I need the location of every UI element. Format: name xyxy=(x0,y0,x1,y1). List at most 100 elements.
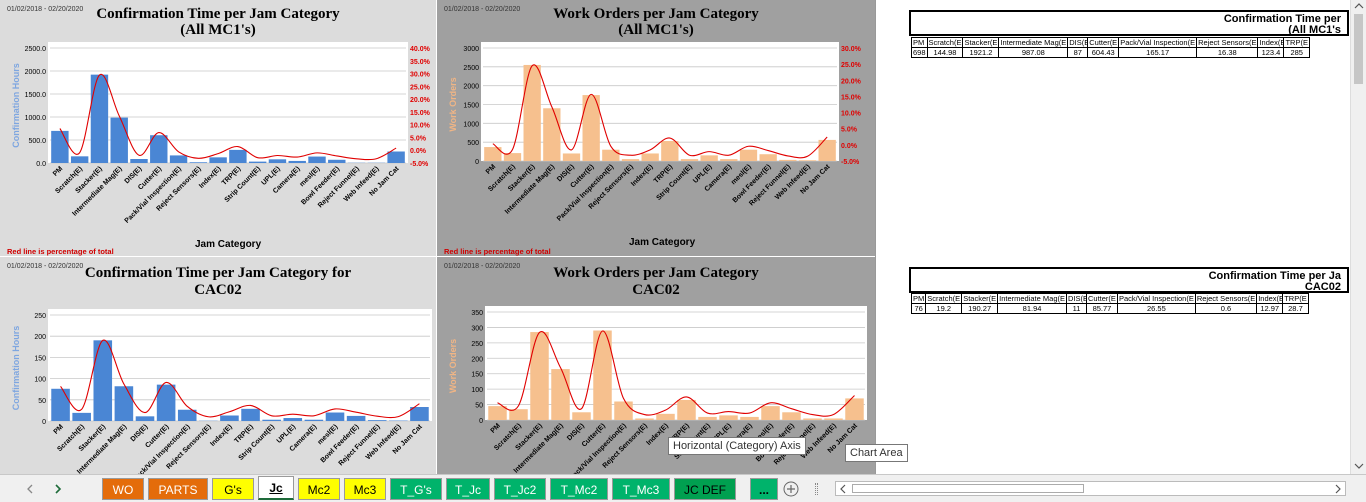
table-header-cell[interactable]: Stacker(E xyxy=(961,293,999,304)
table-cell[interactable]: 987.08 xyxy=(998,47,1069,58)
y-tick-label: 2500 xyxy=(463,65,479,72)
bar xyxy=(656,413,675,420)
bar xyxy=(720,159,738,161)
sheet-tab[interactable]: G's xyxy=(212,478,254,500)
more-tabs-button[interactable]: ... xyxy=(750,478,778,500)
x-tick-label: PM xyxy=(485,163,497,175)
sheet-tab[interactable]: JC DEF xyxy=(674,478,736,500)
x-axis-title: Jam Category xyxy=(195,239,262,250)
chart-panel-workorders-cac02[interactable]: 01/02/2018 - 02/20/2020 Work Orders per … xyxy=(437,257,875,474)
bar xyxy=(110,117,128,163)
x-tick-label: Index(E) xyxy=(198,165,222,189)
h-scroll-thumb[interactable] xyxy=(852,484,1084,493)
chart-title: Confirmation Time per Jam Category xyxy=(96,6,340,22)
table-cell[interactable]: 165.17 xyxy=(1118,47,1198,58)
date-range-label: 01/02/2018 - 02/20/2020 xyxy=(7,263,84,270)
table-cell[interactable]: 76 xyxy=(910,303,927,314)
bar xyxy=(410,407,429,421)
horizontal-scrollbar[interactable] xyxy=(835,481,1346,496)
table-header-cell[interactable]: Reject Sensors(E xyxy=(1196,37,1259,48)
scroll-tabs-left-icon[interactable] xyxy=(20,479,40,499)
table-header-cell[interactable]: Pack/Vial Inspection(E xyxy=(1118,37,1198,48)
table-header-cell[interactable]: Intermediate Mag(E xyxy=(998,37,1069,48)
sheet-tab[interactable]: T_Jc2 xyxy=(494,478,546,500)
x-tick-label: Web Infeed(E) xyxy=(343,165,381,203)
bar xyxy=(209,157,227,163)
sheet-tab[interactable]: PARTS xyxy=(148,478,208,500)
scroll-up-icon[interactable] xyxy=(1351,0,1366,12)
table-header-cell[interactable]: Index(E xyxy=(1256,293,1284,304)
table-cell[interactable]: 87 xyxy=(1067,47,1089,58)
table-header-cell[interactable]: TRP(E xyxy=(1282,293,1309,304)
table-header-cell[interactable]: PM xyxy=(910,293,927,304)
table-header-cell[interactable]: Cutter(E xyxy=(1086,293,1118,304)
bar xyxy=(130,158,148,163)
table-cell[interactable]: 285 xyxy=(1283,47,1310,58)
bar-line-chart[interactable]: 0 500 1000 1500 2000 2500 3000 -5.0% 0.0% 5.0% 10.… xyxy=(437,0,875,257)
table-header-cell[interactable]: DIS(E xyxy=(1067,37,1089,48)
scroll-thumb[interactable] xyxy=(1354,14,1363,84)
chart-panel-workorders-all[interactable]: 01/02/2018 - 02/20/2020 Work Orders per … xyxy=(437,0,875,257)
table-cell[interactable]: 0.6 xyxy=(1194,303,1258,314)
table-cell[interactable]: 19.2 xyxy=(925,303,963,314)
table-cell[interactable]: 1921.2 xyxy=(962,47,1000,58)
table-header-cell[interactable]: Cutter(E xyxy=(1087,37,1120,48)
table-header-cell[interactable]: Pack/Vial Inspection(E xyxy=(1116,293,1196,304)
sheet-tab[interactable]: Mc3 xyxy=(344,478,386,500)
table-cell[interactable]: 11 xyxy=(1066,303,1087,314)
table-cell[interactable]: 12.97 xyxy=(1256,303,1284,314)
sheet-tab[interactable]: T_G's xyxy=(390,478,442,500)
table-header-cell[interactable]: Intermediate Mag(E xyxy=(997,293,1067,304)
bar xyxy=(614,401,633,420)
scroll-down-icon[interactable] xyxy=(1351,460,1366,472)
sheet-tab[interactable]: T_Jc xyxy=(446,478,490,500)
bar xyxy=(845,398,864,420)
table-cell[interactable]: 698 xyxy=(911,47,928,58)
table-cell[interactable]: 26.55 xyxy=(1116,303,1196,314)
add-sheet-icon[interactable] xyxy=(781,479,801,499)
bar xyxy=(677,399,696,420)
y2-tick-label: 25.0% xyxy=(410,84,431,91)
axis-tooltip: Horizontal (Category) Axis xyxy=(668,437,806,455)
data-table[interactable]: PM Scratch(E Stacker(E Intermediate Mag(E DI… xyxy=(910,293,1309,314)
table-header-cell[interactable]: Scratch(E xyxy=(926,37,964,48)
table-cell[interactable]: 81.94 xyxy=(997,303,1067,314)
table-cell[interactable]: 604.43 xyxy=(1087,47,1120,58)
chart-panel-confirmation-all[interactable]: 01/02/2018 - 02/20/2020 Confirmation Tim… xyxy=(0,0,437,257)
table-header-cell[interactable]: PM xyxy=(911,37,928,48)
table-header-cell[interactable]: DIS(E xyxy=(1066,293,1087,304)
scroll-tabs-right-icon[interactable] xyxy=(48,479,68,499)
sheet-tab[interactable]: T_Mc2 xyxy=(550,478,608,500)
bar xyxy=(70,156,89,163)
table-header-cell[interactable]: Stacker(E xyxy=(962,37,1000,48)
scroll-left-icon[interactable] xyxy=(836,482,850,495)
bar xyxy=(220,415,239,421)
table-cell[interactable]: 144.98 xyxy=(926,47,964,58)
table-header-cell[interactable]: Index(E xyxy=(1257,37,1285,48)
sheet-tab[interactable]: T_Mc3 xyxy=(612,478,670,500)
table-header-cell[interactable]: Reject Sensors(E xyxy=(1194,293,1258,304)
table-cell[interactable]: 190.27 xyxy=(961,303,999,314)
sheet-tab[interactable]: Jc xyxy=(258,476,294,500)
table-cell[interactable]: 85.77 xyxy=(1086,303,1118,314)
table-cell[interactable]: 28.7 xyxy=(1282,303,1309,314)
table-header-cell[interactable]: Scratch(E xyxy=(925,293,963,304)
tab-splitter[interactable] xyxy=(815,483,818,495)
sheet-tab[interactable]: WO xyxy=(102,478,144,500)
table-header-cell[interactable]: TRP(E xyxy=(1283,37,1310,48)
bar xyxy=(268,159,287,163)
y2-tick-label: 30.0% xyxy=(841,46,862,53)
data-table[interactable]: PM Scratch(E Stacker(E Intermediate Mag(E DI… xyxy=(911,37,1310,58)
spreadsheet-grid[interactable]: Confirmation Time per (All MC1's PM Scrat… xyxy=(845,0,1350,474)
table-cell[interactable]: 16.38 xyxy=(1196,47,1259,58)
bar-line-chart[interactable]: 0.0 500.0 1000.0 1500.0 2000.0 2500.0 -5.0% 0.0… xyxy=(0,0,437,257)
chart-panel-confirmation-cac02[interactable]: 01/02/2018 - 02/20/2020 Confirmation Tim… xyxy=(0,257,437,474)
scroll-right-icon[interactable] xyxy=(1331,482,1345,495)
red-line-note: Red line is percentage of total xyxy=(444,247,551,256)
table-cell[interactable]: 123.4 xyxy=(1257,47,1285,58)
sheet-tab[interactable]: Mc2 xyxy=(298,478,340,500)
vertical-scrollbar[interactable] xyxy=(1350,0,1366,474)
